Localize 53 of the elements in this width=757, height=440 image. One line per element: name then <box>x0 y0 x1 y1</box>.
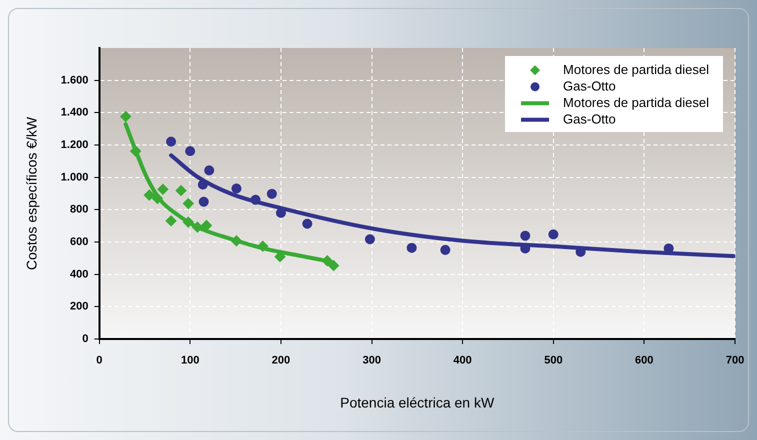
point <box>328 260 340 272</box>
x-tick-label: 400 <box>453 354 472 367</box>
point <box>182 216 194 228</box>
y-tick-label: 1.000 <box>60 171 88 184</box>
x-tick-label: 500 <box>544 354 563 367</box>
point <box>198 180 208 190</box>
point <box>276 208 286 218</box>
point <box>548 229 558 240</box>
point <box>250 194 261 205</box>
point <box>157 184 168 195</box>
y-tick-label: 800 <box>70 204 88 216</box>
y-tick-label: 1.600 <box>60 74 88 86</box>
point <box>176 185 187 196</box>
x-tick-label: 100 <box>180 354 200 367</box>
point <box>185 146 196 156</box>
y-axis-title: Costos específicos €/kW <box>23 116 40 270</box>
x-tick-label: 0 <box>96 354 102 367</box>
y-tick-label: 1.200 <box>60 139 88 152</box>
point <box>198 196 209 207</box>
y-tick-label: 200 <box>70 300 88 313</box>
y-tick-label: 600 <box>70 236 88 248</box>
point <box>204 165 214 176</box>
point <box>322 255 333 266</box>
x-tick-label: 700 <box>726 354 744 367</box>
x-axis-title: Potencia eléctrica en kW <box>340 394 495 410</box>
y-tick-label: 0 <box>82 333 88 346</box>
legend-label: Gas-Otto <box>563 78 616 94</box>
x-tick-label: 600 <box>635 354 654 367</box>
point <box>120 111 132 122</box>
legend-label: Motores de partida diesel <box>563 94 710 110</box>
line-series <box>169 153 735 258</box>
point <box>440 244 450 255</box>
point <box>231 183 242 194</box>
point <box>152 193 163 204</box>
x-tick-label: 200 <box>272 354 290 367</box>
point <box>230 235 242 246</box>
point <box>257 240 268 252</box>
point <box>166 215 177 226</box>
point <box>520 230 530 241</box>
point <box>144 190 155 201</box>
y-tick-label: 1.400 <box>60 106 88 119</box>
point <box>166 136 176 147</box>
point <box>302 218 312 229</box>
y-tick-label: 400 <box>70 268 88 280</box>
point <box>364 234 375 244</box>
point <box>266 188 277 199</box>
point <box>406 242 417 253</box>
point <box>130 146 142 157</box>
point <box>192 222 203 233</box>
legend-label: Motores de partida diesel <box>563 62 710 77</box>
point <box>182 198 194 210</box>
x-tick-label: 300 <box>362 354 381 367</box>
legend-label: Gas-Otto <box>563 111 616 126</box>
